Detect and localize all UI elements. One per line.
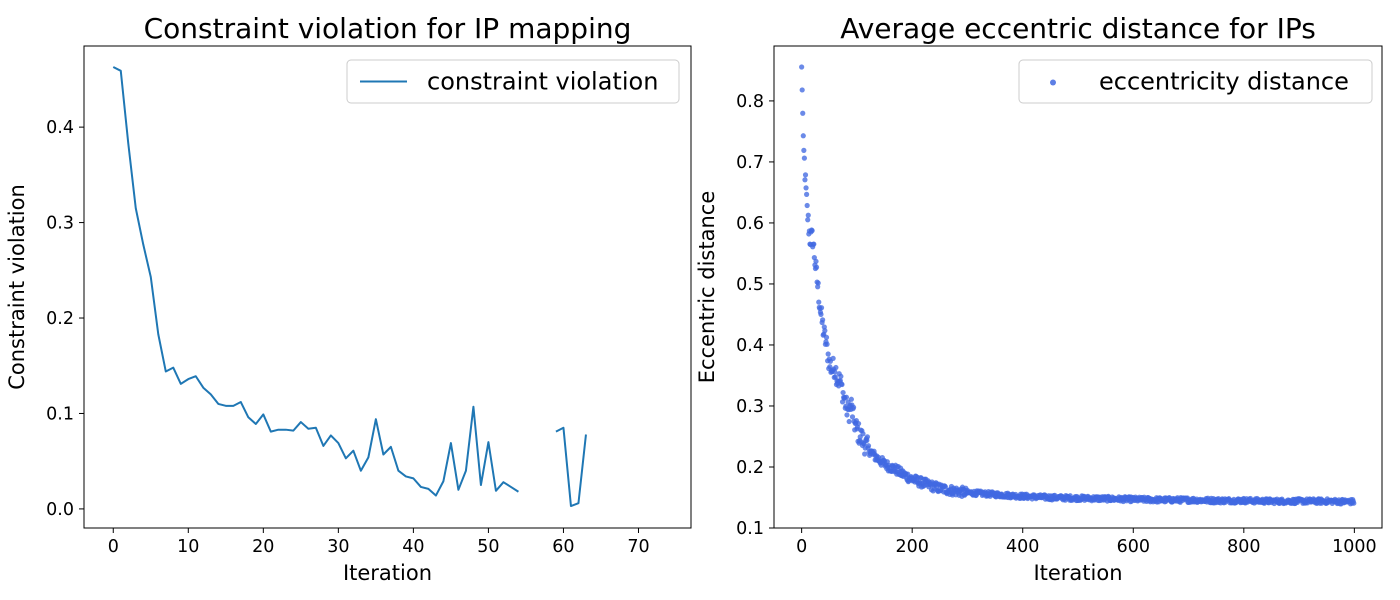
scatter-point (799, 64, 805, 70)
y-tick-label: 0.4 (736, 336, 764, 356)
scatter-point (864, 434, 871, 440)
scatter-point (815, 280, 821, 286)
scatter-point (848, 396, 854, 402)
chart-title: Average eccentric distance for IPs (840, 12, 1316, 45)
series-line-constraint-violation (555, 426, 587, 508)
scatter-point (799, 87, 805, 93)
scatter-point (813, 258, 819, 264)
scatter-point (801, 147, 807, 153)
x-tick-label: 50 (477, 537, 499, 557)
scatter-point (800, 133, 806, 139)
x-tick-label: 20 (252, 537, 274, 557)
plot-frame (83, 45, 692, 529)
x-tick-label: 0 (108, 537, 119, 557)
y-tick-label: 0.8 (736, 92, 764, 112)
scatter-point (816, 299, 822, 305)
x-tick-label: 70 (627, 537, 649, 557)
x-axis-title: Iteration (1033, 561, 1122, 585)
scatter-point (830, 355, 836, 361)
scatter-point (942, 484, 948, 490)
scatter-points (799, 64, 1357, 507)
x-tick-label: 800 (1227, 537, 1260, 557)
scatter-point (801, 155, 808, 161)
x-tick-label: 1000 (1332, 537, 1377, 557)
y-tick-label: 0.1 (46, 404, 74, 424)
legend-marker-swatch (1050, 79, 1056, 86)
scatter-point (800, 110, 806, 116)
scatter-point (825, 351, 831, 357)
scatter-point (1351, 500, 1357, 506)
legend-label: constraint violation (427, 68, 658, 96)
y-tick-label: 0.5 (736, 275, 764, 295)
scatter-point (809, 228, 815, 234)
series-line-constraint-violation (112, 66, 519, 497)
scatter-point (855, 420, 862, 427)
scatter-point (839, 381, 845, 388)
y-tick-label: 0.3 (46, 214, 74, 234)
y-tick-label: 0.3 (736, 397, 764, 417)
scatter-point (846, 418, 852, 425)
scatter-point (803, 185, 809, 191)
y-tick-label: 0.1 (736, 519, 764, 539)
scatter-point (844, 412, 850, 418)
scatter-point (849, 414, 856, 420)
chart-title: Constraint violation for IP mapping (144, 12, 632, 45)
scatter-point (824, 341, 830, 347)
legend-label: eccentricity distance (1099, 68, 1349, 96)
constraint-violation-chart: Constraint violation for IP mapping 0 10 20… (5, 12, 692, 585)
y-tick-label: 0.2 (46, 309, 74, 329)
scatter-point (823, 334, 830, 340)
scatter-point (802, 172, 809, 178)
y-tick-label: 0.4 (46, 118, 74, 138)
x-tick-label: 600 (1117, 537, 1150, 557)
scatter-point (840, 389, 846, 396)
x-tick-label: 60 (552, 537, 574, 557)
scatter-point (820, 317, 826, 323)
scatter-point (827, 364, 833, 370)
scatter-point (833, 364, 839, 371)
scatter-point (838, 373, 844, 379)
scatter-point (802, 177, 808, 183)
scatter-point (805, 212, 811, 218)
scatter-point (805, 217, 811, 223)
x-tick-label: 0 (796, 537, 807, 557)
x-tick-label: 30 (327, 537, 349, 557)
legend-box (346, 59, 680, 104)
scatter-point (818, 305, 825, 311)
scatter-point (822, 328, 828, 334)
y-tick-label: 0.2 (736, 458, 764, 478)
legend-box (1018, 59, 1373, 104)
scatter-point (811, 241, 817, 247)
scatter-point (843, 394, 850, 400)
scatter-point (860, 431, 866, 437)
scatter-point (818, 311, 824, 317)
plot-frame (773, 45, 1383, 529)
scatter-point (832, 369, 838, 375)
x-tick-label: 200 (895, 537, 928, 557)
x-tick-label: 40 (402, 537, 424, 557)
scatter-point (832, 374, 838, 380)
y-axis-title: Eccentric distance (695, 191, 719, 384)
eccentric-distance-chart: Average eccentric distance for IPs 0 200 40… (695, 12, 1383, 585)
scatter-point (862, 451, 868, 457)
scatter-point (813, 264, 820, 270)
y-tick-label: 0.0 (46, 500, 74, 520)
scatter-point (850, 404, 857, 410)
legend: constraint violation (346, 59, 680, 104)
x-tick-label: 400 (1006, 537, 1039, 557)
y-tick-label: 0.6 (736, 214, 764, 234)
y-tick-label: 0.7 (736, 153, 764, 173)
x-axis-title: Iteration (343, 561, 432, 585)
y-axis-title: Constraint violation (5, 184, 29, 390)
scatter-point (865, 443, 872, 449)
scatter-point (804, 202, 810, 209)
scatter-point (804, 191, 810, 197)
legend: eccentricity distance (1018, 59, 1373, 104)
x-tick-label: 10 (177, 537, 199, 557)
